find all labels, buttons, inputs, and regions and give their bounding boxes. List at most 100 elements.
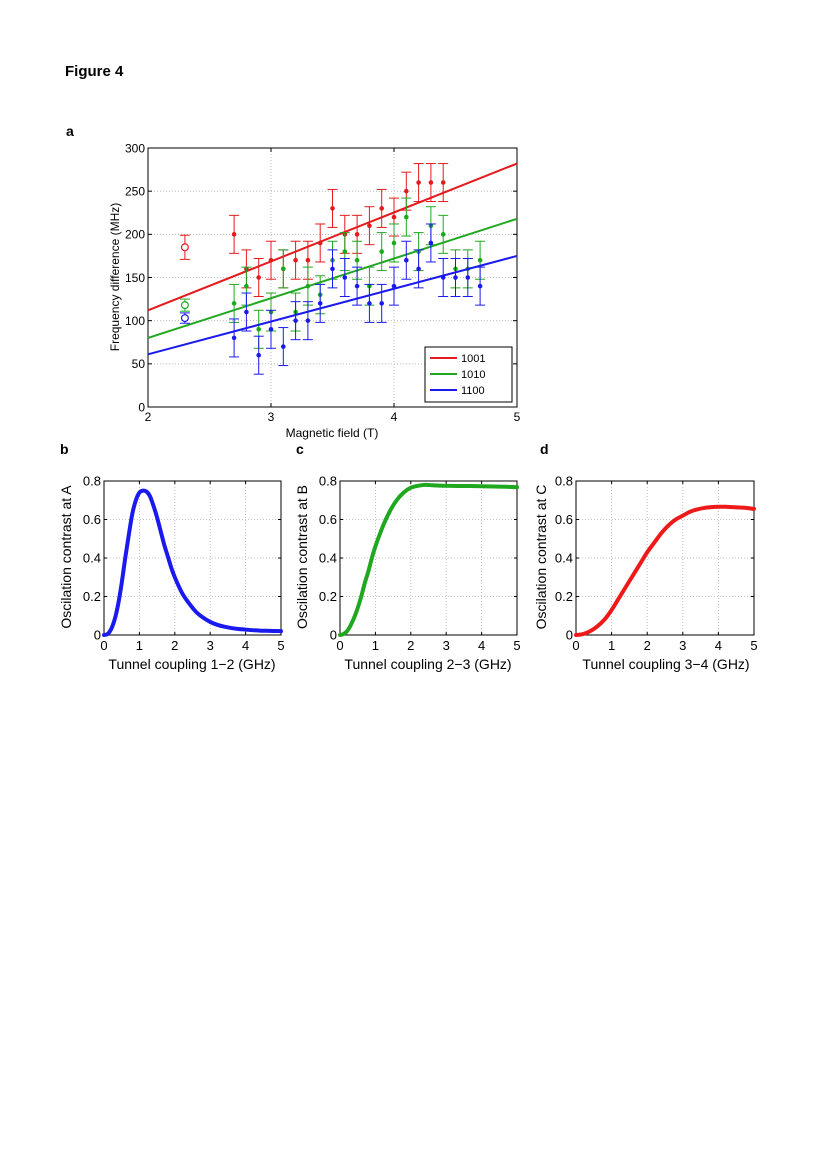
data-point-1100 (354, 283, 360, 289)
data-point-1001 (231, 232, 237, 237)
data-point-1100 (416, 266, 421, 272)
data-point-1001 (268, 257, 274, 263)
chart-b-xtick-label: 2 (171, 638, 178, 653)
chart-a-ytick-label: 150 (125, 271, 145, 285)
chart-a-ytick-label: 50 (132, 357, 146, 371)
chart-d-curve (574, 504, 756, 637)
data-point-1100 (305, 318, 311, 323)
data-point-1100 (391, 283, 397, 289)
data-point-1001 (342, 232, 348, 237)
data-point-1001 (281, 266, 286, 272)
chart-c-xtick-label: 5 (513, 638, 520, 653)
open-point-1010 (180, 301, 189, 310)
chart-a-ytick-label: 200 (125, 228, 145, 242)
chart-a-ylabel: Frequency difference (MHz) (108, 203, 122, 352)
chart-d-plot-frame (575, 480, 755, 636)
panel-label-c: c (296, 441, 304, 457)
chart-d-xtick-label: 0 (572, 638, 579, 653)
data-point-1100 (293, 318, 298, 323)
data-point-1010 (268, 309, 274, 315)
chart-a-ytick-label: 0 (138, 400, 145, 414)
chart-b-xtick-label: 1 (136, 638, 143, 653)
open-point-1100 (180, 314, 189, 323)
data-point-1010 (440, 232, 446, 237)
data-point-1100 (342, 275, 348, 280)
chart-c-grid (340, 481, 517, 635)
chart-b-xtick-label: 4 (242, 638, 249, 653)
data-point-1100 (367, 301, 372, 306)
series-1010 (147, 197, 518, 349)
data-point-1100 (440, 275, 446, 280)
data-point-1010 (428, 223, 434, 228)
data-point-1010 (293, 309, 298, 315)
legend-label-1001: 1001 (461, 353, 485, 365)
data-point-1010 (244, 283, 249, 289)
series-1001 (147, 162, 518, 312)
data-point-1001 (391, 214, 397, 220)
fit-line-1010 (147, 217, 518, 339)
chart-a-grid (148, 148, 517, 407)
data-point-1001 (404, 188, 409, 194)
data-point-1010 (379, 249, 385, 254)
chart-c-curve (338, 482, 519, 637)
chart-d-ylabel: Oscilation contrast at C (533, 485, 549, 630)
series-1100 (147, 223, 518, 375)
chart-d-ytick-label: 0.8 (555, 474, 573, 489)
chart-d-ytick-label: 0 (566, 628, 573, 643)
chart-c-xtick-label: 1 (372, 638, 379, 653)
data-point-1001 (244, 266, 249, 272)
data-point-1001 (367, 223, 372, 228)
figure-title: Figure 4 (65, 63, 124, 80)
panel-label-d: d (540, 441, 549, 457)
chart-a-xtick-label: 3 (268, 410, 275, 424)
chart-c-ytick-label: 0.8 (319, 474, 337, 489)
data-point-1010 (367, 283, 372, 289)
chart-d-xtick-label: 2 (644, 638, 651, 653)
data-point-1100 (268, 327, 274, 332)
legend-box (424, 346, 513, 403)
data-point-1001 (428, 180, 434, 185)
panel-label-a: a (66, 123, 74, 139)
data-point-1100 (330, 266, 335, 272)
chart-a-xtick-label: 2 (145, 410, 152, 424)
chart-c-xtick-label: 4 (478, 638, 485, 653)
data-point-1010 (281, 266, 286, 272)
chart-d-xtick-label: 3 (679, 638, 686, 653)
chart-c-xtick-label: 3 (443, 638, 450, 653)
chart-b-curve (102, 488, 283, 637)
chart-d-xtick-label: 4 (715, 638, 722, 653)
chart-c-ylabel: Oscilation contrast at B (294, 485, 310, 629)
data-point-1001 (354, 232, 360, 237)
chart-b-plot-frame (103, 480, 282, 636)
data-point-1010 (231, 301, 237, 306)
chart-a-plot-frame (147, 147, 518, 408)
chart-a-ytick-label: 250 (125, 184, 145, 198)
data-point-1100 (428, 240, 434, 246)
chart-b-ylabel: Oscilation contrast at A (58, 485, 74, 629)
chart-b-ytick-label: 0.8 (83, 474, 101, 489)
chart-a-ytick-label: 100 (125, 314, 145, 328)
data-point-1100 (379, 301, 385, 306)
open-point-1001 (180, 243, 189, 252)
data-point-1010 (317, 292, 323, 298)
chart-b-ytick-label: 0.4 (83, 551, 101, 566)
data-point-1001 (317, 240, 323, 246)
data-point-1001 (293, 257, 298, 263)
data-point-1001 (305, 257, 311, 263)
chart-b-xtick-label: 0 (100, 638, 107, 653)
data-point-1001 (416, 180, 421, 185)
data-point-1010 (354, 257, 360, 263)
data-point-1010 (453, 266, 458, 272)
data-point-1010 (404, 214, 409, 220)
chart-b-xlabel: Tunnel coupling 1−2 (GHz) (108, 656, 275, 672)
chart-b-ytick-label: 0.2 (83, 589, 101, 604)
chart-b-xtick-label: 3 (207, 638, 214, 653)
data-point-1010 (330, 257, 335, 263)
chart-c-ytick-label: 0.2 (319, 589, 337, 604)
chart-a-legend: 1001 1010 1100 (424, 346, 513, 403)
data-point-1001 (330, 206, 335, 211)
data-point-1100 (317, 301, 323, 306)
chart-c-ytick-label: 0 (330, 628, 337, 643)
fit-line-1001 (147, 162, 518, 312)
